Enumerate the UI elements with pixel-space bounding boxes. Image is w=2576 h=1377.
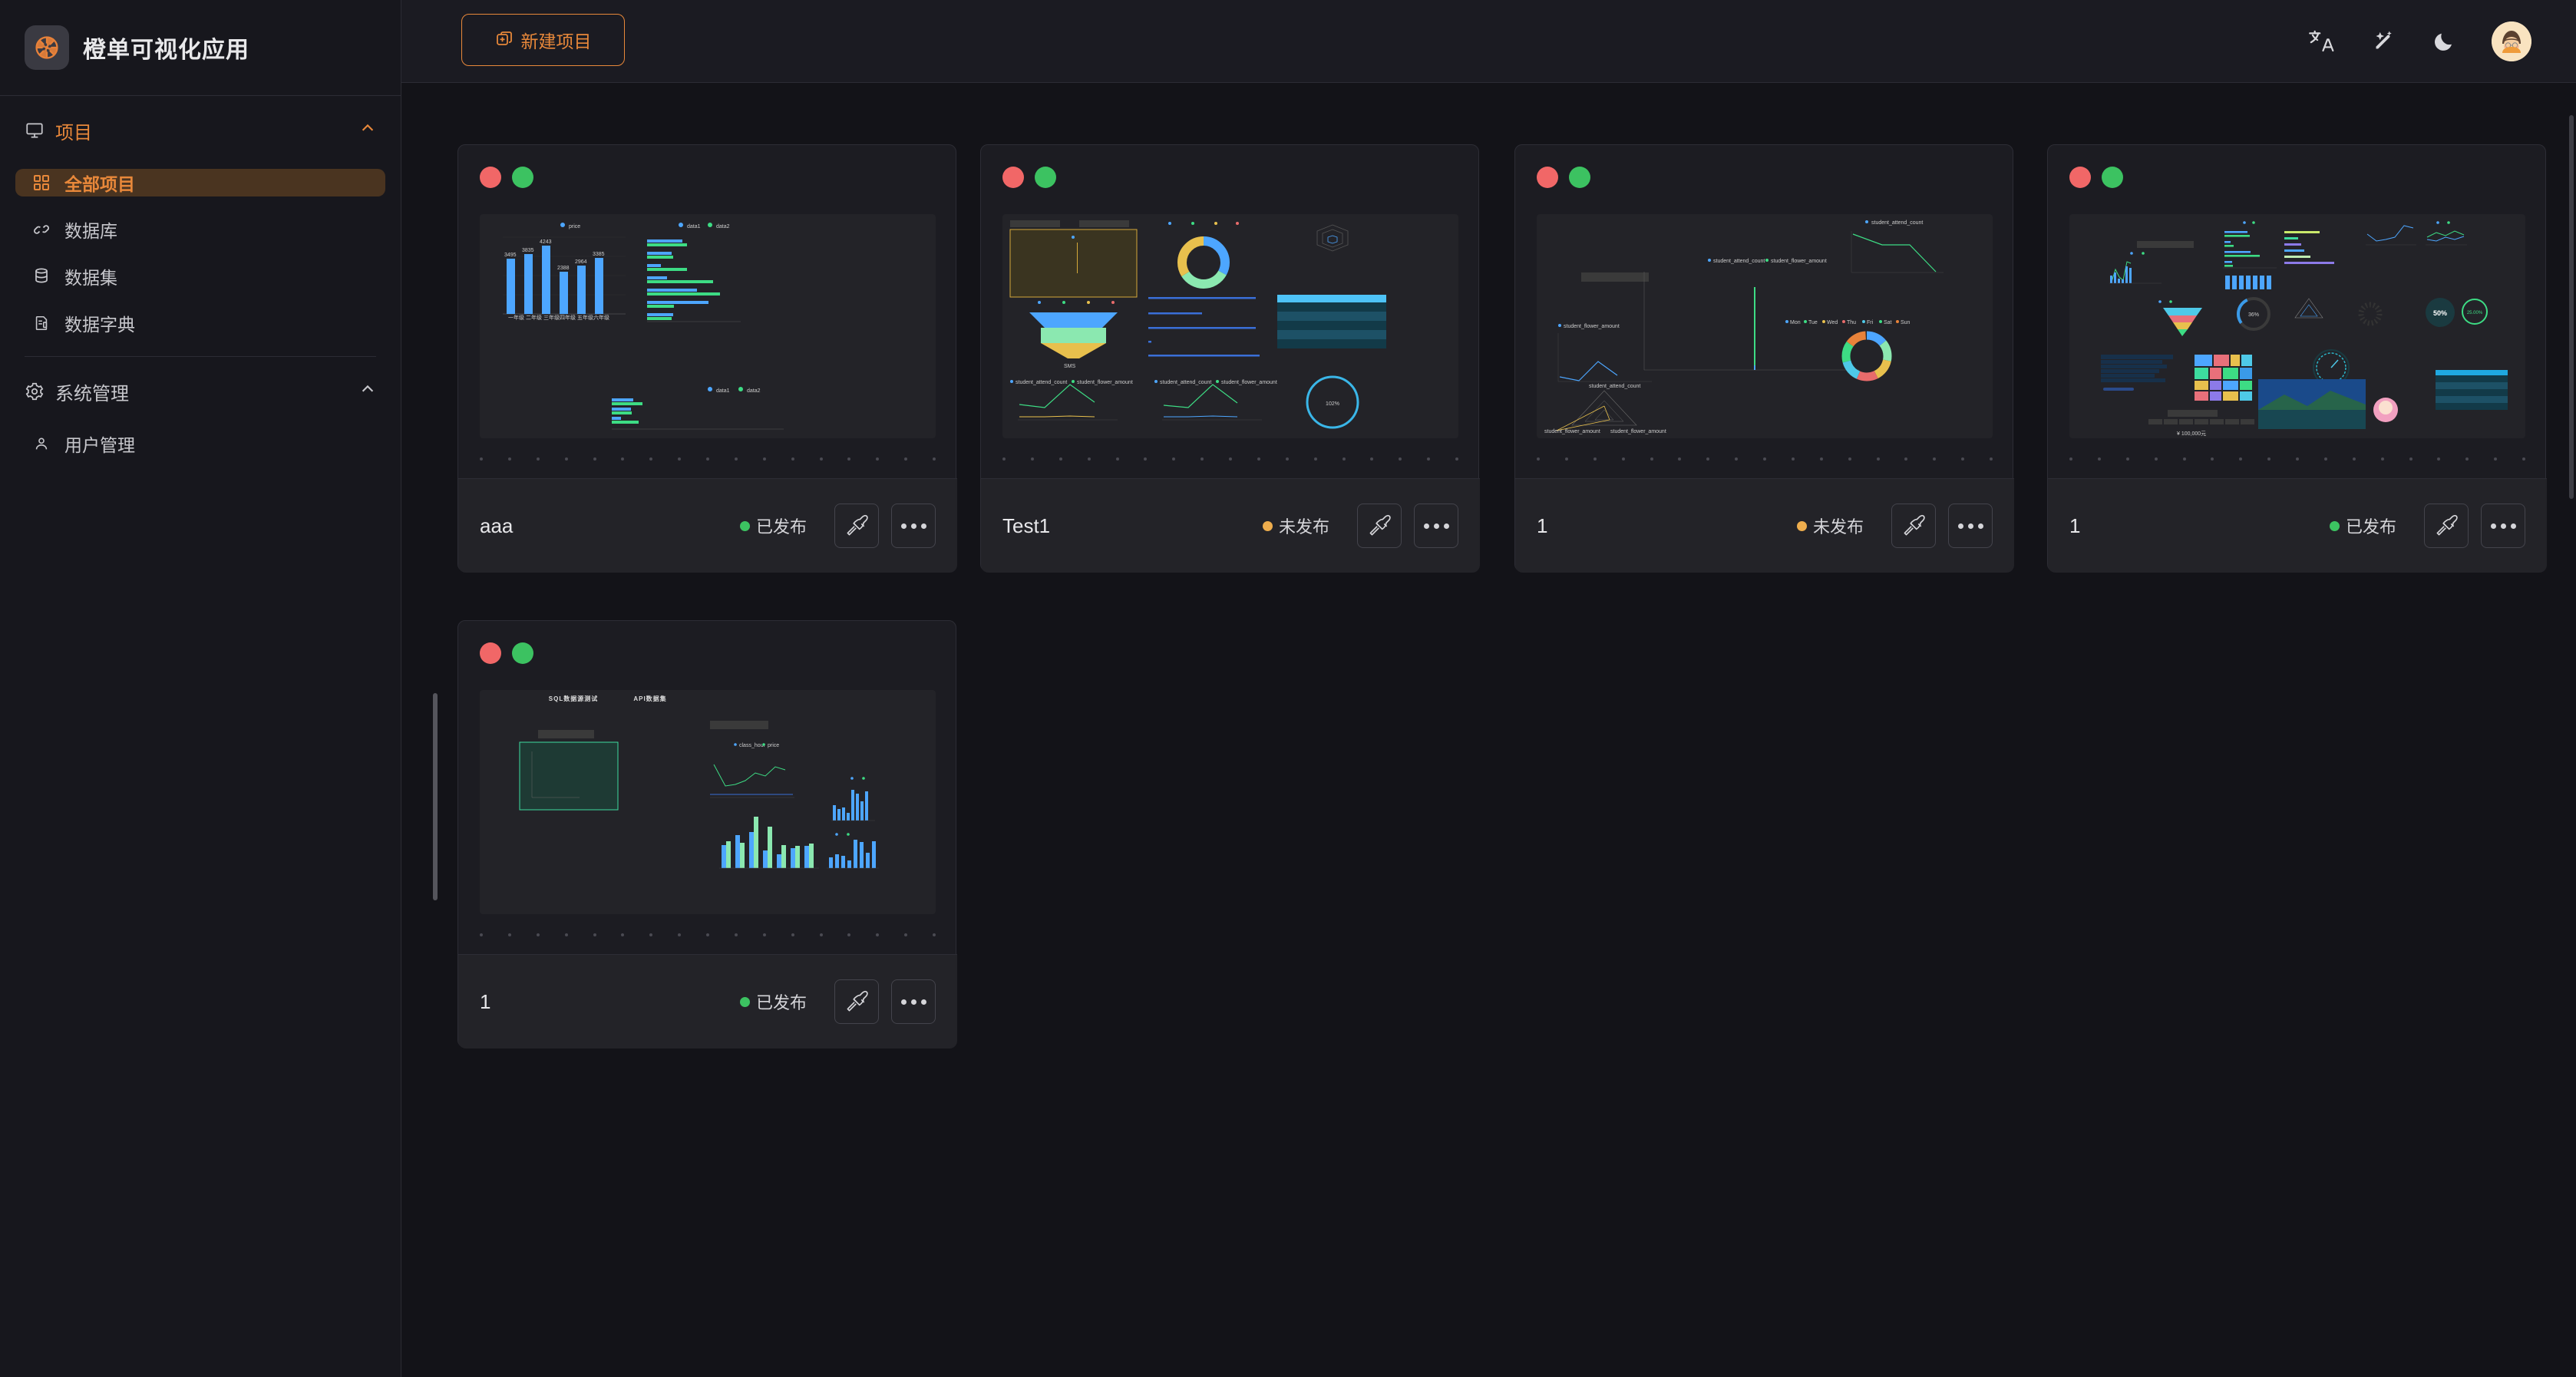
svg-text:student_flower_amount: student_flower_amount xyxy=(1544,429,1600,434)
svg-text:Mon: Mon xyxy=(1790,320,1801,325)
svg-text:3495: 3495 xyxy=(504,253,517,258)
svg-text:50%: 50% xyxy=(2433,309,2447,317)
svg-text:price: price xyxy=(768,743,779,748)
svg-text:3835: 3835 xyxy=(522,248,534,253)
svg-text:data2: data2 xyxy=(747,388,761,394)
svg-text:102%: 102% xyxy=(1326,401,1339,407)
svg-text:SMS: SMS xyxy=(1064,364,1076,369)
svg-text:Wed: Wed xyxy=(1827,320,1838,325)
svg-text:student_attend_count: student_attend_count xyxy=(1589,384,1640,389)
svg-text:4243: 4243 xyxy=(540,239,552,245)
svg-text:data1: data1 xyxy=(687,224,701,230)
svg-text:36%: 36% xyxy=(2248,312,2259,318)
svg-text:SQL数据源测试: SQL数据源测试 xyxy=(549,695,598,702)
svg-text:¥ 100,000元: ¥ 100,000元 xyxy=(2177,431,2206,437)
svg-text:class_hour: class_hour xyxy=(739,743,766,748)
svg-text:API数据集: API数据集 xyxy=(633,695,666,702)
svg-text:student_attend_count: student_attend_count xyxy=(1160,380,1211,385)
svg-text:六年级: 六年级 xyxy=(593,314,609,321)
svg-text:Fri: Fri xyxy=(1867,320,1874,325)
svg-text:student_flower_amount: student_flower_amount xyxy=(1221,380,1277,385)
svg-text:Tue: Tue xyxy=(1808,320,1818,325)
svg-text:student_flower_amount: student_flower_amount xyxy=(1771,259,1827,264)
svg-text:2388: 2388 xyxy=(557,266,570,271)
svg-text:student_flower_amount: student_flower_amount xyxy=(1564,324,1620,329)
svg-text:student_attend_count: student_attend_count xyxy=(1871,220,1923,226)
svg-text:五年级: 五年级 xyxy=(577,314,593,321)
svg-text:三年级: 三年级 xyxy=(543,314,560,321)
svg-text:Thu: Thu xyxy=(1847,320,1856,325)
svg-text:student_flower_amount: student_flower_amount xyxy=(1077,380,1133,385)
svg-text:Sat: Sat xyxy=(1884,320,1892,325)
svg-text:二年级: 二年级 xyxy=(526,314,542,321)
svg-text:student_flower_amount: student_flower_amount xyxy=(1610,429,1666,434)
svg-text:data1: data1 xyxy=(716,388,730,394)
svg-text:25.00%: 25.00% xyxy=(2467,311,2483,315)
svg-text:2964: 2964 xyxy=(575,259,587,265)
svg-text:student_attend_count: student_attend_count xyxy=(1713,259,1765,264)
svg-text:Sun: Sun xyxy=(1901,320,1911,325)
svg-text:price: price xyxy=(569,224,580,230)
svg-text:四年级: 四年级 xyxy=(560,314,576,321)
svg-text:一年级: 一年级 xyxy=(508,314,524,321)
svg-text:student_attend_count: student_attend_count xyxy=(1016,380,1067,385)
svg-text:data2: data2 xyxy=(716,224,730,230)
svg-text:3385: 3385 xyxy=(593,252,605,257)
